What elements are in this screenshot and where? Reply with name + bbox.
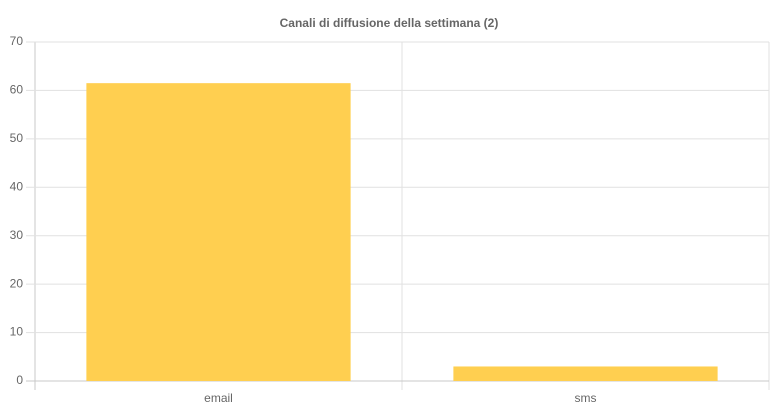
y-tick-label: 60 [10, 83, 24, 97]
y-tick-label: 30 [10, 228, 24, 242]
bar [453, 366, 718, 381]
y-tick-label: 40 [10, 179, 24, 193]
x-tick-label: email [204, 391, 233, 405]
bar [86, 83, 351, 382]
y-tick-label: 0 [16, 373, 23, 387]
y-tick-label: 70 [10, 34, 24, 48]
y-tick-label: 20 [10, 276, 24, 290]
y-tick-label: 50 [10, 131, 24, 145]
chart-title: Canali di diffusione della settimana (2) [280, 16, 499, 30]
x-tick-label: sms [575, 391, 597, 405]
y-tick-label: 10 [10, 325, 24, 339]
